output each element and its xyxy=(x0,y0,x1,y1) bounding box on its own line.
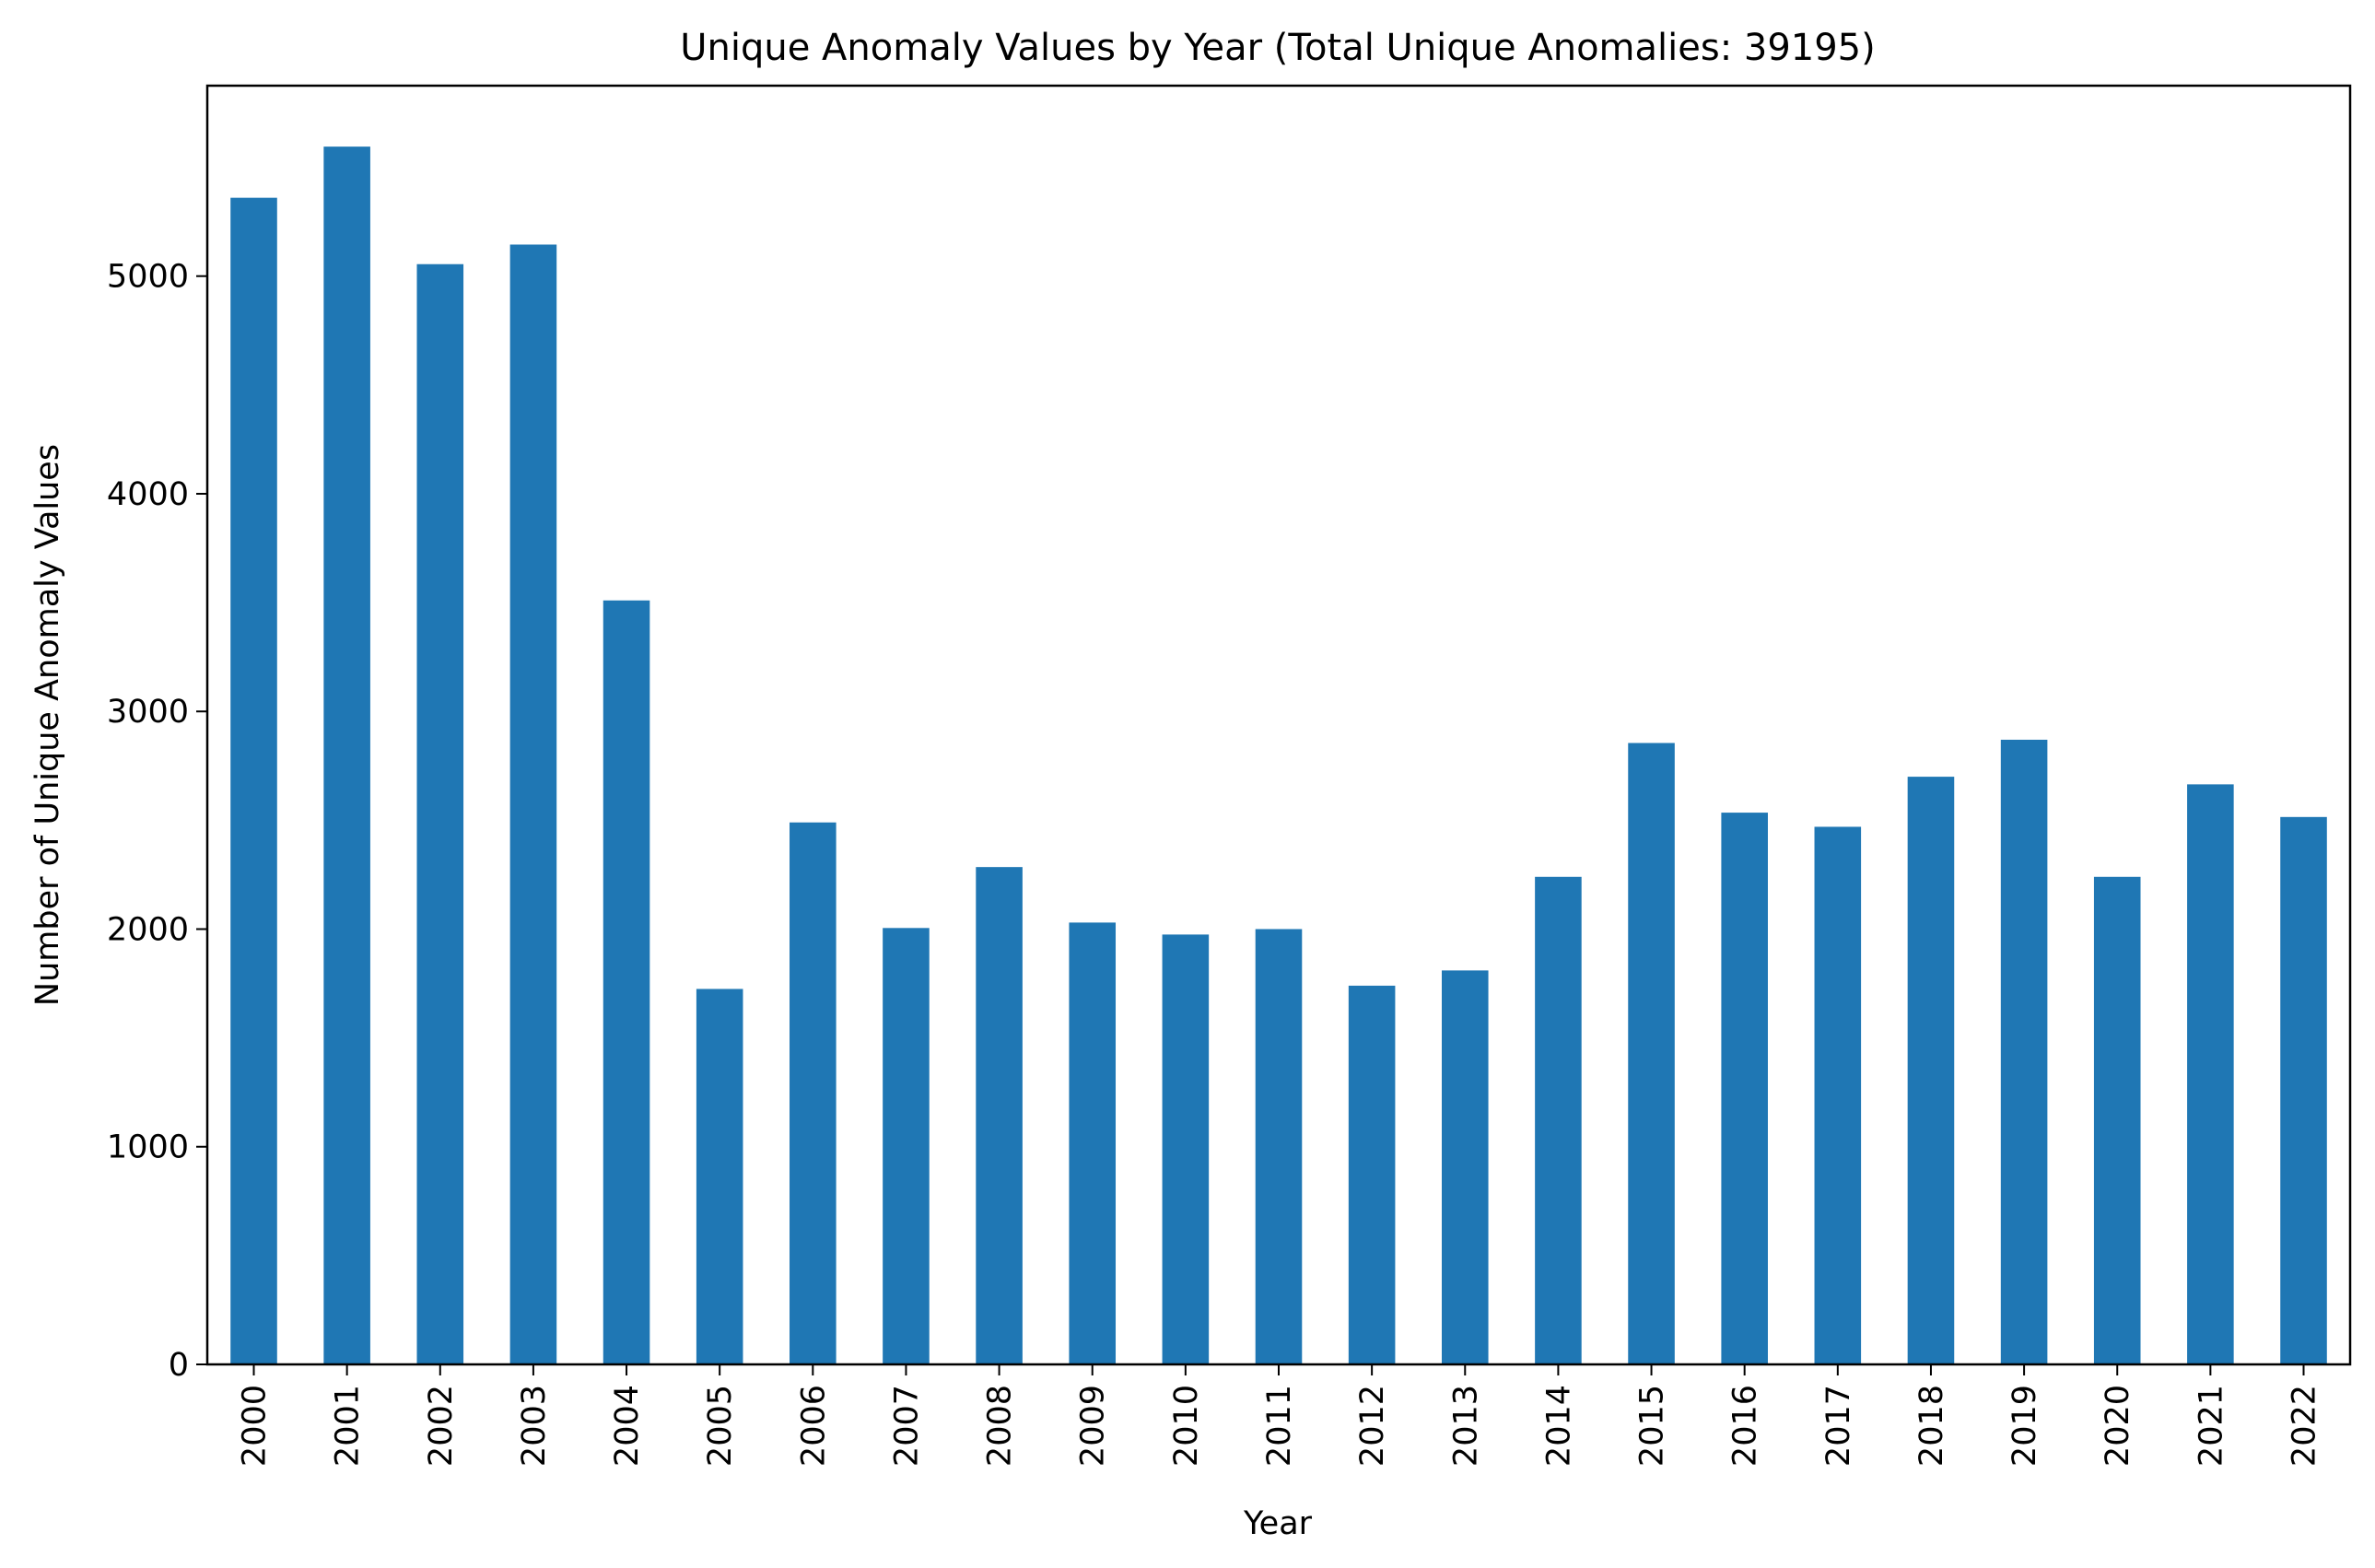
bar-2009 xyxy=(1069,922,1117,1364)
x-tick-label: 2006 xyxy=(795,1385,832,1467)
x-axis-label: Year xyxy=(1243,1505,1313,1542)
bar-2003 xyxy=(509,244,557,1365)
y-tick-label: 3000 xyxy=(107,694,189,731)
x-tick-label: 2002 xyxy=(423,1385,460,1467)
bar-2018 xyxy=(1907,777,1955,1364)
bar-2012 xyxy=(1348,985,1396,1364)
bar-2021 xyxy=(2187,784,2234,1364)
bar-2002 xyxy=(416,263,464,1365)
y-axis: 0 1000 2000 3000 4000 5000 xyxy=(107,259,207,1384)
x-tick-label: 2022 xyxy=(2287,1385,2323,1467)
bar-2020 xyxy=(2093,876,2141,1364)
x-tick-label: 2003 xyxy=(516,1385,553,1467)
x-tick-label: 2005 xyxy=(702,1385,739,1467)
x-tick-label: 2013 xyxy=(1447,1385,1484,1467)
x-tick-label: 2021 xyxy=(2193,1385,2229,1467)
bar-2017 xyxy=(1814,826,1862,1364)
x-tick-label: 2007 xyxy=(888,1385,925,1467)
x-tick-label: 2010 xyxy=(1168,1385,1205,1467)
x-tick-label: 2017 xyxy=(1820,1385,1857,1467)
bar-2014 xyxy=(1535,876,1582,1364)
x-tick-label: 2015 xyxy=(1634,1385,1671,1467)
x-tick-label: 2020 xyxy=(2100,1385,2136,1467)
bar-2006 xyxy=(790,822,837,1364)
x-tick-label: 2000 xyxy=(237,1385,274,1467)
y-tick-label: 4000 xyxy=(107,476,189,513)
x-tick-label: 2014 xyxy=(1540,1385,1577,1467)
bar-2016 xyxy=(1721,813,1768,1364)
x-tick-label: 2018 xyxy=(1913,1385,1950,1467)
chart-title: Unique Anomaly Values by Year (Total Uni… xyxy=(680,27,1875,69)
bar-2005 xyxy=(696,989,743,1364)
x-tick-label: 2004 xyxy=(609,1385,646,1467)
bar-2007 xyxy=(883,928,930,1364)
x-axis: 2000 2001 2002 2003 2004 2005 2006 2007 2008 2009… xyxy=(237,1364,2323,1467)
bar-2010 xyxy=(1162,934,1210,1364)
bar-2015 xyxy=(1628,743,1675,1364)
bar-2013 xyxy=(1441,970,1489,1364)
bar-2001 xyxy=(323,146,370,1364)
x-tick-label: 2008 xyxy=(982,1385,1019,1467)
bar-2000 xyxy=(230,197,277,1364)
bar-2019 xyxy=(2000,739,2048,1364)
x-tick-label: 2016 xyxy=(1727,1385,1764,1467)
bar-2022 xyxy=(2280,816,2327,1364)
x-tick-label: 2012 xyxy=(1354,1385,1391,1467)
y-tick-label: 1000 xyxy=(107,1129,189,1166)
y-tick-label: 2000 xyxy=(107,911,189,948)
bar-2008 xyxy=(976,867,1023,1364)
x-tick-label: 2011 xyxy=(1261,1385,1298,1467)
x-tick-label: 2001 xyxy=(330,1385,367,1467)
bar-2011 xyxy=(1255,929,1303,1364)
bars-group xyxy=(230,146,2327,1365)
bar-2004 xyxy=(603,600,650,1364)
x-tick-label: 2009 xyxy=(1075,1385,1112,1467)
x-tick-label: 2019 xyxy=(2006,1385,2043,1467)
plot-frame xyxy=(205,84,2352,1366)
y-tick-label: 0 xyxy=(169,1347,189,1384)
y-tick-label: 5000 xyxy=(107,259,189,296)
y-axis-label: Number of Unique Anomaly Values xyxy=(29,444,66,1006)
